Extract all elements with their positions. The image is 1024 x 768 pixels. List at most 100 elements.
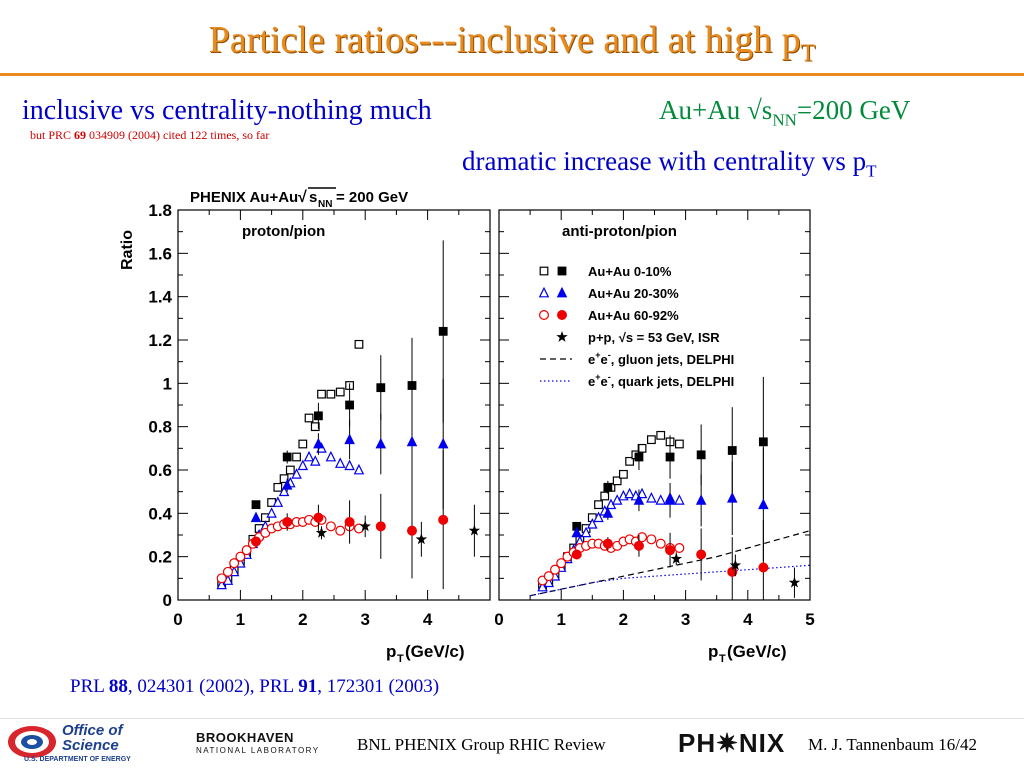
data-point — [335, 387, 345, 397]
data-point — [229, 558, 240, 569]
office-logo-line1: Office of — [62, 722, 123, 739]
footer-event: BNL PHENIX Group RHIC Review — [357, 735, 606, 754]
data-point — [314, 411, 323, 421]
y-axis-label: Ratio — [119, 230, 136, 270]
legend-label-central: Au+Au 0-10% — [588, 264, 672, 279]
data-point — [438, 326, 448, 336]
quark-jets-curve — [529, 564, 811, 597]
data-point — [325, 450, 337, 462]
data-point — [407, 525, 418, 536]
data-point — [313, 512, 324, 523]
data-point — [665, 545, 676, 556]
data-point — [696, 450, 706, 460]
phenix-logo: PH✷NIX — [678, 728, 786, 758]
data-point — [216, 573, 227, 584]
data-point — [656, 430, 666, 440]
data-point — [415, 533, 428, 545]
y-tick-label: 0.8 — [148, 418, 172, 437]
data-point — [634, 452, 644, 462]
y-tick-label: 1.8 — [148, 201, 172, 220]
x-tick-label: 1 — [556, 610, 565, 629]
y-tick-label: 0.2 — [148, 548, 172, 567]
data-point — [788, 576, 801, 588]
data-point — [297, 459, 309, 471]
y-tick-label: 1.6 — [148, 244, 172, 263]
x-tick-label: 0 — [494, 610, 503, 629]
office-logo-line3: U.S. DEPARTMENT OF ENERGY — [24, 756, 131, 763]
data-point — [282, 452, 292, 462]
data-point — [664, 494, 676, 505]
data-point — [646, 492, 657, 503]
series-circle-filled — [251, 450, 449, 590]
chart-header: PHENIX Au+Au √ s NN = 200 GeV — [190, 187, 408, 210]
data-point — [266, 507, 277, 518]
data-point — [633, 494, 645, 505]
data-point — [587, 518, 598, 529]
slide-title: Particle ratios---inclusive and at high … — [208, 19, 816, 67]
brookhaven-logo: BROOKHAVEN NATIONAL LABORATORY — [196, 730, 326, 760]
data-point — [315, 526, 328, 538]
data-point — [556, 558, 567, 569]
data-point — [580, 526, 592, 538]
data-point — [695, 494, 707, 505]
y-tick-label: 0.4 — [148, 504, 172, 523]
data-point — [437, 437, 449, 449]
data-point — [334, 457, 346, 468]
legend-label-quark: e+e-, quark jets, DELPHI — [588, 372, 734, 389]
data-point — [674, 494, 685, 505]
data-point — [303, 450, 315, 462]
x-tick-label: 0 — [173, 610, 182, 629]
series-square-filled — [251, 240, 448, 510]
data-point — [549, 564, 560, 575]
data-point — [344, 517, 355, 528]
y-tick-label: 1 — [163, 374, 172, 393]
data-point — [758, 437, 768, 447]
legend-marker-open — [539, 266, 549, 276]
references: PRL 88, 024301 (2002), PRL 91, 172301 (2… — [70, 676, 440, 697]
data-point — [438, 514, 449, 525]
bnl-logo-line2: NATIONAL LABORATORY — [196, 746, 320, 755]
data-point — [571, 526, 583, 538]
data-point — [285, 465, 295, 475]
x-tick-label: 4 — [743, 610, 753, 629]
legend-markers — [538, 266, 572, 382]
data-point — [674, 543, 685, 554]
y-tick-label: 1.2 — [148, 331, 172, 350]
x-label-p: p — [386, 642, 396, 661]
data-point — [543, 571, 554, 582]
y-tick-label: 0.6 — [148, 461, 172, 480]
data-point — [250, 511, 262, 523]
data-point — [317, 389, 326, 399]
data-point — [571, 549, 582, 560]
doe-swirl-icon — [8, 726, 56, 758]
data-point — [468, 524, 481, 536]
data-point — [407, 381, 417, 390]
data-point — [603, 482, 613, 492]
data-point — [251, 536, 262, 547]
data-point — [235, 551, 246, 562]
data-point — [655, 538, 666, 549]
data-point — [646, 534, 657, 545]
x-tick-label: 1 — [236, 610, 245, 629]
data-point — [282, 517, 293, 528]
chart-header-text: PHENIX Au+Au — [190, 189, 298, 206]
legend-label-midcentral: Au+Au 20-30% — [588, 286, 679, 301]
office-logo-line2: Science — [62, 737, 119, 754]
data-point — [600, 491, 610, 501]
series-triangle-open — [216, 442, 365, 590]
series-star — [315, 504, 481, 557]
panel-label: proton/pion — [242, 223, 325, 240]
chart-header-energy: = 200 GeV — [336, 189, 408, 206]
data-point — [310, 422, 320, 432]
data-point — [594, 500, 603, 510]
legend-marker-filled — [556, 286, 568, 298]
data-point — [345, 400, 355, 410]
data-point — [625, 456, 635, 466]
data-point — [281, 479, 293, 490]
data-point — [624, 487, 635, 499]
data-point — [344, 433, 355, 445]
data-point — [353, 463, 365, 475]
footer-divider — [0, 718, 1024, 719]
legend-marker-filled — [557, 310, 568, 321]
left-heading: inclusive vs centrality-nothing much — [22, 95, 432, 126]
